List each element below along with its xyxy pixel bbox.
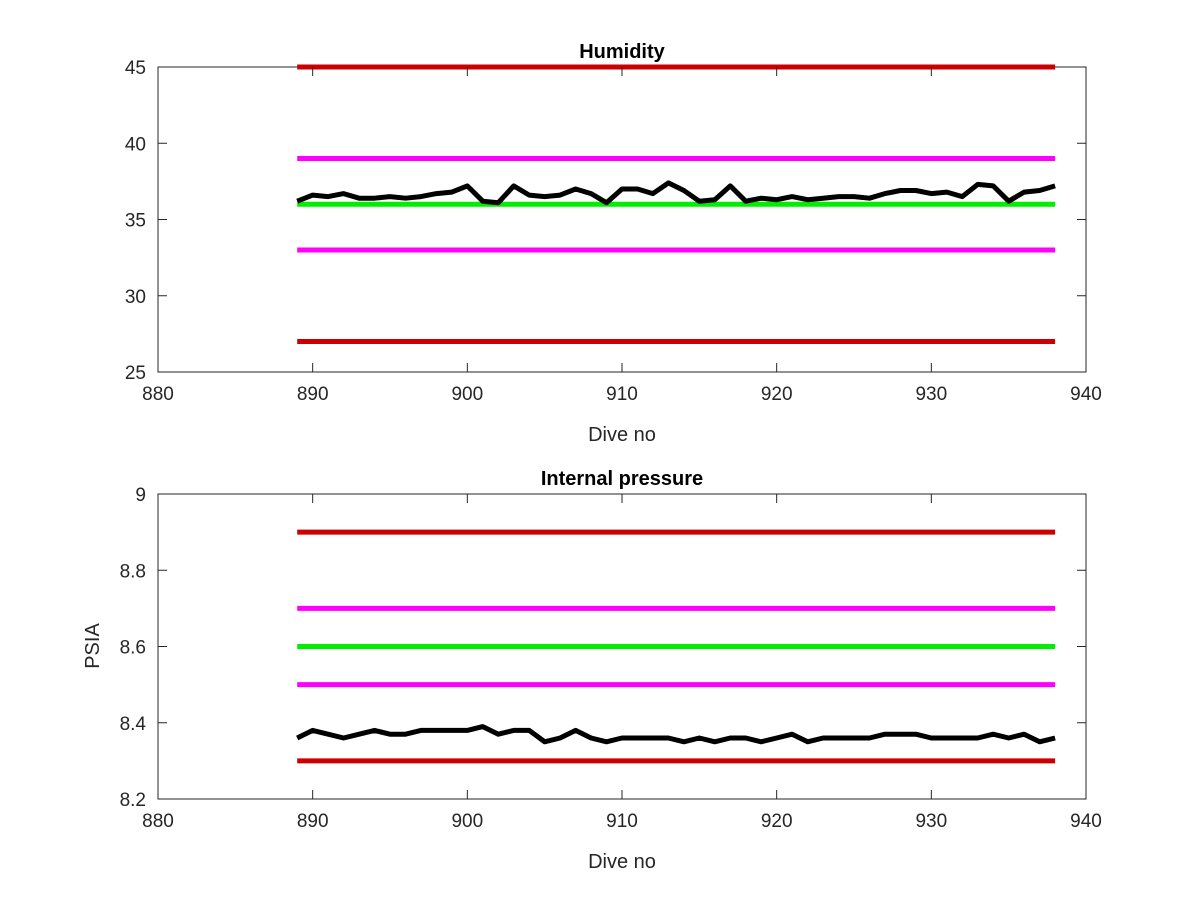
series-line-5: [296, 724, 1056, 745]
y-tick-label: 9: [135, 485, 146, 506]
humidity-chart: 880 890 900 910 920 930 940 25 30 35 40 45 Humidity…: [125, 41, 1102, 446]
x-tick-label: 900: [451, 384, 483, 405]
x-tick-label: 900: [451, 811, 483, 832]
x-tick-label: 880: [142, 811, 174, 832]
series-line-5: [296, 180, 1056, 206]
y-tick-label: 30: [125, 287, 146, 308]
x-tick-label: 930: [915, 384, 947, 405]
y-tick-label: 8.2: [120, 790, 146, 811]
x-tick-label: 940: [1070, 384, 1102, 405]
series-layer: [296, 64, 1056, 344]
ticks-layer: 880 890 900 910 920 930 940 25 30 35 40 45: [125, 58, 1102, 405]
x-tick-label: 910: [606, 384, 638, 405]
x-axis-label: Dive no: [588, 424, 656, 446]
y-axis-label: PSIA: [82, 623, 104, 669]
plot-area: [157, 66, 1087, 373]
y-tick-label: 8.8: [120, 561, 146, 582]
y-tick-label: 8.6: [120, 638, 146, 659]
x-tick-label: 920: [761, 811, 793, 832]
y-tick-label: 25: [125, 363, 146, 384]
x-tick-label: 910: [606, 811, 638, 832]
x-tick-label: 880: [142, 384, 174, 405]
y-tick-label: 40: [125, 134, 146, 155]
x-tick-label: 890: [297, 384, 329, 405]
x-tick-label: 940: [1070, 811, 1102, 832]
ticks-layer: 880 890 900 910 920 930 940 8.2 8.4 8.6 8.8 9: [120, 485, 1102, 832]
x-tick-label: 920: [761, 384, 793, 405]
chart-title: Internal pressure: [541, 468, 703, 490]
internal-pressure-chart: 880 890 900 910 920 930 940 8.2 8.4 8.6 8.8 9 Inter…: [82, 468, 1102, 873]
x-tick-label: 930: [915, 811, 947, 832]
x-axis-label: Dive no: [588, 851, 656, 873]
y-tick-label: 8.4: [120, 714, 147, 735]
series-layer: [296, 529, 1056, 764]
y-tick-label: 45: [125, 58, 146, 79]
x-tick-label: 890: [297, 811, 329, 832]
chart-title: Humidity: [579, 41, 665, 63]
y-tick-label: 35: [125, 211, 146, 232]
